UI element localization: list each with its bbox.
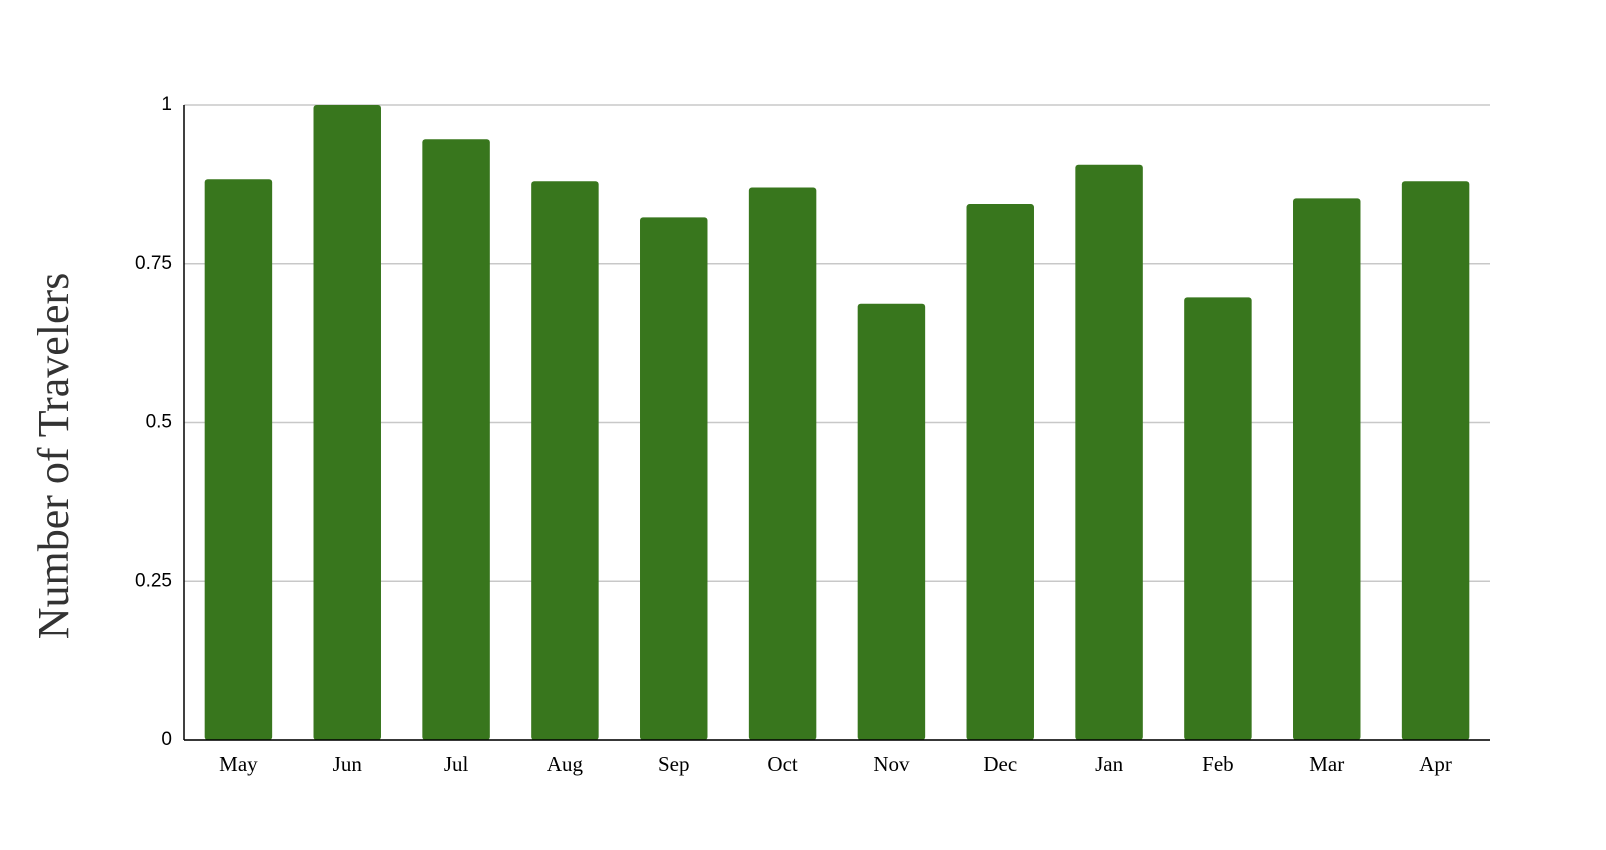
bar [640, 217, 708, 740]
x-tick-label: Dec [983, 752, 1017, 776]
bar [313, 105, 381, 740]
bar [748, 187, 817, 741]
x-tick-label: Apr [1419, 752, 1452, 776]
x-tick-label: Aug [547, 752, 584, 776]
bar [1293, 198, 1361, 741]
bar [966, 204, 1034, 740]
x-tick-label: Mar [1309, 752, 1344, 776]
bar [1401, 181, 1470, 740]
x-tick-label: Jan [1095, 752, 1123, 776]
x-tick-label: Sep [658, 752, 690, 776]
y-tick-label: 1 [161, 94, 172, 115]
bar [1184, 297, 1252, 740]
x-tick-label: May [219, 752, 258, 776]
x-tick-label: Oct [767, 752, 797, 776]
x-tick-label: Jul [444, 752, 469, 776]
x-tick-label: Nov [873, 752, 910, 776]
y-tick-label: 0 [161, 729, 172, 750]
x-tick-label: Jun [333, 752, 363, 776]
bar [857, 303, 926, 740]
x-tick-label: Feb [1202, 752, 1234, 776]
bar [422, 139, 490, 741]
bar [1075, 164, 1143, 740]
y-tick-label: 0.25 [135, 570, 172, 591]
bar [204, 179, 273, 741]
bar [531, 181, 599, 740]
y-axis-label: Number of Travelers [29, 273, 78, 640]
y-tick-label: 0.5 [146, 412, 172, 433]
y-tick-label: 0.75 [135, 253, 172, 274]
